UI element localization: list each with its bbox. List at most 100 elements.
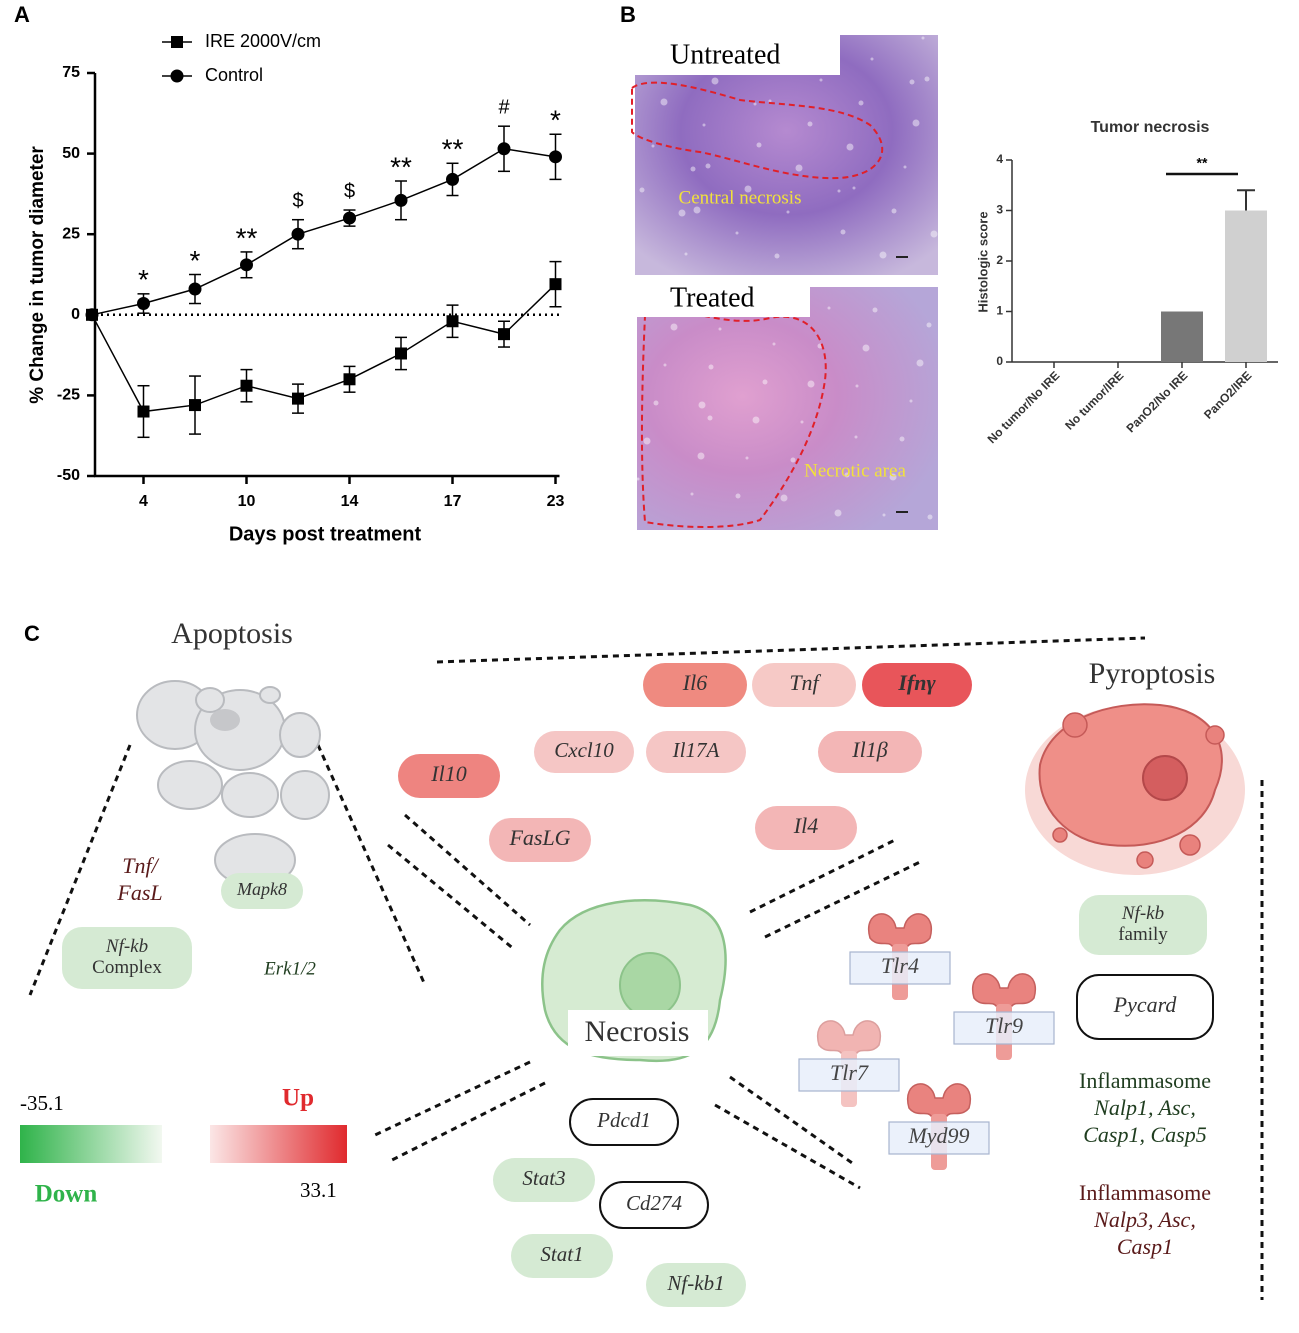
receptor-box bbox=[953, 1011, 1055, 1045]
significance-mark: ** bbox=[1197, 155, 1208, 171]
marker bbox=[394, 193, 408, 207]
marker bbox=[343, 373, 356, 386]
marker bbox=[189, 399, 201, 412]
y-axis-label: Histologic score bbox=[975, 211, 990, 312]
y-tick-label: 0 bbox=[71, 306, 80, 323]
gene-label: Nf-kb1 bbox=[666, 1271, 724, 1295]
tissue-speck bbox=[718, 327, 722, 331]
pyroptotic-bleb bbox=[1052, 827, 1068, 843]
tissue-speck bbox=[697, 452, 705, 460]
scale-up-label: Up bbox=[282, 1085, 314, 1112]
receptor-box bbox=[798, 1058, 900, 1092]
gene-text: Casp1, Casp5 bbox=[1083, 1122, 1206, 1147]
tissue-speck bbox=[889, 473, 897, 481]
receptor-head bbox=[816, 1020, 882, 1054]
tissue-speck bbox=[636, 477, 640, 481]
tissue-speck bbox=[924, 76, 930, 82]
tissue-speck bbox=[690, 492, 694, 496]
tissue-speck bbox=[772, 342, 776, 346]
tissue-speck bbox=[698, 401, 706, 409]
marker bbox=[446, 172, 459, 186]
x-tick-label: 23 bbox=[547, 493, 565, 510]
necrotic-nucleus bbox=[619, 952, 681, 1018]
gene-node bbox=[62, 927, 192, 989]
tissue-speck bbox=[862, 344, 870, 352]
gene-text: Casp1 bbox=[1117, 1234, 1173, 1259]
tissue-speck bbox=[926, 322, 932, 328]
gene-node bbox=[221, 873, 303, 909]
tissue-speck bbox=[846, 143, 854, 151]
gene-node bbox=[646, 1263, 746, 1307]
gene-label: Ifnγ bbox=[897, 670, 936, 695]
tissue-speck bbox=[639, 187, 645, 193]
tissue-speck bbox=[708, 364, 714, 370]
gene-node bbox=[489, 818, 591, 862]
x-tick-label: No tumor/No IRE bbox=[985, 368, 1063, 446]
marker bbox=[549, 150, 562, 164]
tissue-speck bbox=[762, 379, 768, 385]
tissue-speck bbox=[702, 123, 706, 127]
gene-label: FasLG bbox=[508, 825, 570, 850]
scale-max: 33.1 bbox=[300, 1178, 337, 1202]
error-bar bbox=[1237, 189, 1255, 211]
apoptotic-fragment bbox=[157, 760, 223, 810]
gene-text: Tnf/ bbox=[122, 853, 159, 878]
tissue-speck bbox=[870, 57, 874, 61]
marker bbox=[549, 278, 562, 291]
title-box bbox=[637, 287, 810, 317]
dashed-connector bbox=[391, 1081, 546, 1162]
gene-label: Tnf bbox=[789, 670, 821, 695]
gene-text: Nalp3, Asc, bbox=[1093, 1207, 1196, 1232]
tissue-speck bbox=[735, 231, 739, 235]
marker bbox=[343, 211, 356, 225]
tissue-speck bbox=[872, 307, 878, 313]
tissue-speck bbox=[840, 229, 846, 235]
significance-mark: $ bbox=[292, 190, 303, 212]
gene-label: Nf-kb bbox=[1121, 903, 1164, 924]
pyroptotic-bleb bbox=[1179, 834, 1201, 856]
tissue-speck bbox=[744, 185, 752, 193]
tissue-speck bbox=[752, 416, 760, 424]
panel-label: B bbox=[620, 2, 636, 27]
tissue-speck bbox=[670, 323, 678, 331]
gene-text: FasL bbox=[116, 880, 162, 905]
tissue-speck bbox=[844, 472, 850, 478]
gene-text: Nalp1, Asc, bbox=[1093, 1095, 1196, 1120]
gene-label: Complex bbox=[92, 957, 162, 978]
tissue-speck bbox=[711, 77, 719, 85]
significance-mark: # bbox=[498, 96, 510, 118]
gene-node bbox=[643, 663, 747, 707]
marker bbox=[85, 308, 99, 322]
gene-node bbox=[599, 1181, 709, 1229]
pyroptotic-bleb bbox=[1062, 712, 1088, 738]
receptor-head bbox=[906, 1083, 972, 1117]
y-tick-label: 0 bbox=[996, 354, 1003, 368]
process-title: Apoptosis bbox=[171, 617, 293, 650]
tissue-speck bbox=[882, 513, 886, 517]
receptor-label: Tlr4 bbox=[881, 953, 919, 978]
significance-mark: * bbox=[550, 105, 561, 136]
tissue-speck bbox=[663, 363, 667, 367]
y-tick-label: 2 bbox=[996, 253, 1003, 267]
process-title: Pyroptosis bbox=[1089, 657, 1216, 690]
micrograph bbox=[637, 287, 938, 530]
scale-min: -35.1 bbox=[20, 1091, 64, 1115]
tissue-speck bbox=[807, 121, 813, 127]
x-axis-label: Days post treatment bbox=[229, 523, 422, 545]
significance-mark: $ bbox=[344, 180, 355, 202]
gene-node bbox=[398, 754, 500, 798]
panel-label: C bbox=[24, 621, 40, 646]
gene-label: Il1β bbox=[851, 737, 887, 762]
significance-mark: * bbox=[190, 245, 201, 276]
tissue-speck bbox=[651, 144, 655, 148]
gene-text: Erk1/2 bbox=[263, 958, 316, 979]
tissue-speck bbox=[735, 493, 741, 499]
pyroptotic-bleb bbox=[1205, 725, 1225, 745]
tissue-speck bbox=[909, 399, 913, 403]
tissue-speck bbox=[653, 400, 659, 406]
gene-label: Pdcd1 bbox=[596, 1108, 651, 1132]
marker bbox=[137, 297, 150, 311]
tissue-speck bbox=[660, 98, 668, 106]
gene-label: Il6 bbox=[682, 670, 707, 695]
tissue-speck bbox=[690, 166, 696, 172]
